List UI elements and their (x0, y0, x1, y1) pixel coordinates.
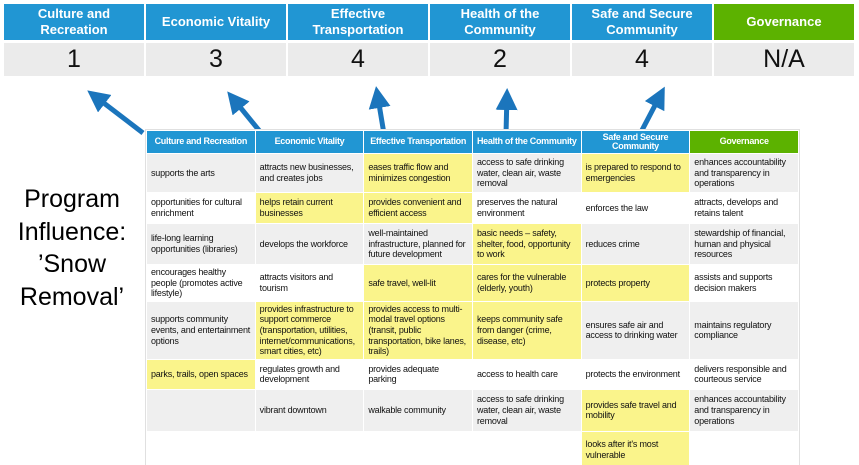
table-cell: supports the arts (147, 154, 255, 192)
col-header-effective-transportation: Effective Transportation (364, 131, 472, 153)
table-row: looks after it's most vulnerable (147, 431, 798, 465)
table-cell: ensures safe air and access to drinking … (581, 301, 690, 359)
table-cell: protects the environment (581, 359, 690, 389)
table-cell: supports community events, and entertain… (147, 301, 255, 359)
table-cell: delivers responsible and courteous servi… (690, 359, 798, 389)
table-cell: assists and supports decision makers (690, 265, 798, 301)
table-cell: basic needs – safety, shelter, food, opp… (472, 224, 581, 264)
table-cell: provides adequate parking (364, 359, 472, 389)
summary-banner: Culture and Recreation Economic Vitality… (4, 4, 854, 76)
table-cell: develops the workforce (255, 224, 364, 264)
table-cell: keeps community safe from danger (crime,… (472, 301, 581, 359)
matrix-header-row: Culture and Recreation Economic Vitality… (147, 131, 798, 153)
table-row: supports the arts attracts new businesse… (147, 154, 798, 192)
table-cell: stewardship of financial, human and phys… (690, 224, 798, 264)
table-cell: is prepared to respond to emergencies (581, 154, 690, 192)
score-effective-transportation: 4 (288, 43, 428, 76)
table-cell: cares for the vulnerable (elderly, youth… (472, 265, 581, 301)
score-governance: N/A (714, 43, 854, 76)
summary-header-health-of-the-community: Health of the Community (430, 4, 570, 40)
score-economic-vitality: 3 (146, 43, 286, 76)
table-cell: provides safe travel and mobility (581, 389, 690, 431)
table-cell: walkable community (364, 389, 472, 431)
table-cell: provides access to multi-modal travel op… (364, 301, 472, 359)
table-cell: attracts visitors and tourism (255, 265, 364, 301)
table-cell (255, 431, 364, 465)
table-cell: reduces crime (581, 224, 690, 264)
table-cell: helps retain current businesses (255, 193, 364, 223)
table-cell: opportunities for cultural enrichment (147, 193, 255, 223)
table-cell: attracts new businesses, and creates job… (255, 154, 364, 192)
table-cell: provides infrastructure to support comme… (255, 301, 364, 359)
score-safe-and-secure-community: 4 (572, 43, 712, 76)
table-cell: life-long learning opportunities (librar… (147, 224, 255, 264)
table-cell (690, 431, 798, 465)
table-row: opportunities for cultural enrichment he… (147, 193, 798, 223)
table-cell (472, 431, 581, 465)
table-cell: protects property (581, 265, 690, 301)
table-cell: parks, trails, open spaces (147, 359, 255, 389)
influence-matrix-table: Culture and Recreation Economic Vitality… (145, 129, 800, 465)
table-cell (147, 389, 255, 431)
col-header-health-of-the-community: Health of the Community (472, 131, 581, 153)
col-header-safe-and-secure-community: Safe and Secure Community (581, 131, 690, 153)
table-row: vibrant downtown walkable community acce… (147, 389, 798, 431)
score-culture-and-recreation: 1 (4, 43, 144, 76)
table-row: encourages healthy people (promotes acti… (147, 265, 798, 301)
table-cell: looks after it's most vulnerable (581, 431, 690, 465)
arrow-to-health-community-score (495, 88, 518, 135)
table-cell: preserves the natural environment (472, 193, 581, 223)
summary-header-economic-vitality: Economic Vitality (146, 4, 286, 40)
col-header-economic-vitality: Economic Vitality (255, 131, 364, 153)
table-cell: vibrant downtown (255, 389, 364, 431)
table-cell (147, 431, 255, 465)
arrow-to-safe-secure-score (637, 86, 665, 136)
summary-header-governance: Governance (714, 4, 854, 40)
table-cell: access to health care (472, 359, 581, 389)
table-cell: enhances accountability and transparency… (690, 389, 798, 431)
summary-header-safe-and-secure-community: Safe and Secure Community (572, 4, 712, 40)
program-title: Program Influence: ’Snow Removal’ (17, 185, 127, 311)
arrow-to-culture-recreation-score (87, 90, 145, 135)
table-cell: regulates growth and development (255, 359, 364, 389)
table-cell: enhances accountability and transparency… (690, 154, 798, 192)
table-cell: attracts, develops and retains talent (690, 193, 798, 223)
summary-header-culture-and-recreation: Culture and Recreation (4, 4, 144, 40)
table-cell: access to safe drinking water, clean air… (472, 389, 581, 431)
score-health-of-the-community: 2 (430, 43, 570, 76)
table-cell (364, 431, 472, 465)
table-cell: encourages healthy people (promotes acti… (147, 265, 255, 301)
table-cell: provides convenient and efficient access (364, 193, 472, 223)
col-header-governance: Governance (690, 131, 798, 153)
col-header-culture-and-recreation: Culture and Recreation (147, 131, 255, 153)
table-cell: access to safe drinking water, clean air… (472, 154, 581, 192)
table-cell: maintains regulatory compliance (690, 301, 798, 359)
table-cell: enforces the law (581, 193, 690, 223)
arrow-to-effective-transportation-score (368, 86, 391, 135)
table-row: life-long learning opportunities (librar… (147, 224, 798, 264)
table-row: parks, trails, open spaces regulates gro… (147, 359, 798, 389)
table-cell: eases traffic flow and minimizes congest… (364, 154, 472, 192)
table-cell: safe travel, well-lit (364, 265, 472, 301)
table-row: supports community events, and entertain… (147, 301, 798, 359)
summary-header-effective-transportation: Effective Transportation (288, 4, 428, 40)
table-cell: well-maintained infrastructure, planned … (364, 224, 472, 264)
